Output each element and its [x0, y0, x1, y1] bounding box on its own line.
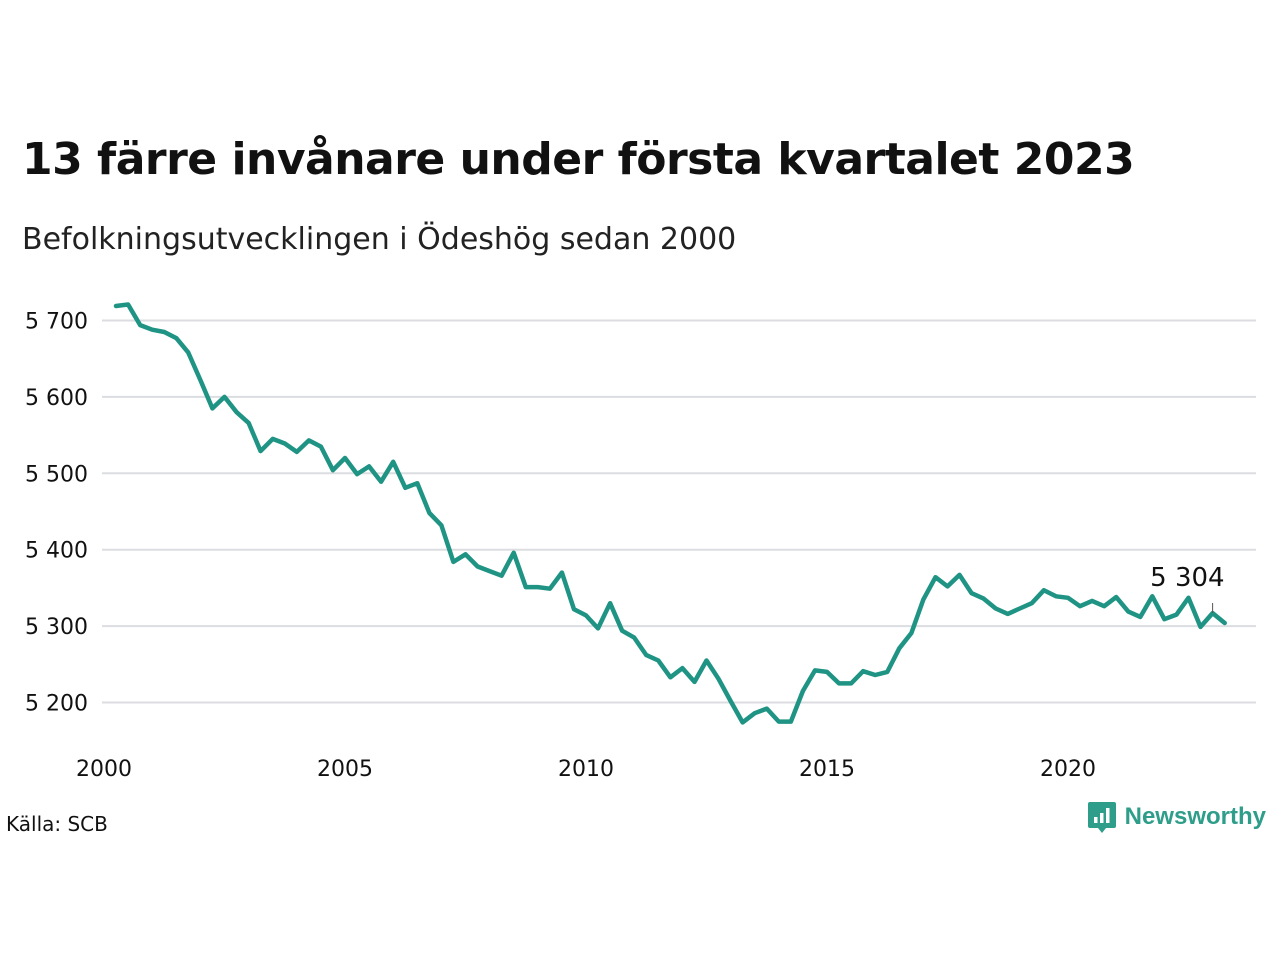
last-value-label: 5 304: [1150, 563, 1224, 593]
x-tick-label: 2020: [1040, 757, 1096, 782]
y-tick-label: 5 300: [25, 615, 88, 640]
chart-subtitle: Befolkningsutvecklingen i Ödeshög sedan …: [22, 222, 737, 257]
y-tick-label: 5 200: [25, 692, 88, 717]
brand[interactable]: Newsworthy: [1087, 800, 1266, 834]
y-tick-label: 5 600: [25, 386, 88, 411]
gridlines: [102, 319, 1256, 704]
y-axis-ticks: 5 200 5 300 5 400 5 500 5 600 5 700: [25, 310, 88, 717]
y-tick-label: 5 500: [25, 462, 88, 487]
annotation-layer: 5 304: [1150, 563, 1225, 613]
y-tick-label: 5 700: [25, 310, 88, 335]
x-axis-ticks: 2000 2005 2010 2015 2020: [76, 757, 1096, 782]
x-tick-label: 2000: [76, 757, 132, 782]
brand-name: Newsworthy: [1124, 803, 1266, 830]
newsworthy-logo-icon: [1087, 802, 1116, 833]
series-layer: [113, 302, 1227, 725]
source-note: Källa: SCB: [6, 812, 108, 836]
x-tick-label: 2010: [558, 757, 614, 782]
y-tick-label: 5 400: [25, 539, 88, 564]
population-series-line: [113, 302, 1227, 725]
x-tick-label: 2005: [317, 757, 373, 782]
x-tick-label: 2015: [799, 757, 855, 782]
chart-title: 13 färre invånare under första kvartalet…: [22, 134, 1135, 185]
